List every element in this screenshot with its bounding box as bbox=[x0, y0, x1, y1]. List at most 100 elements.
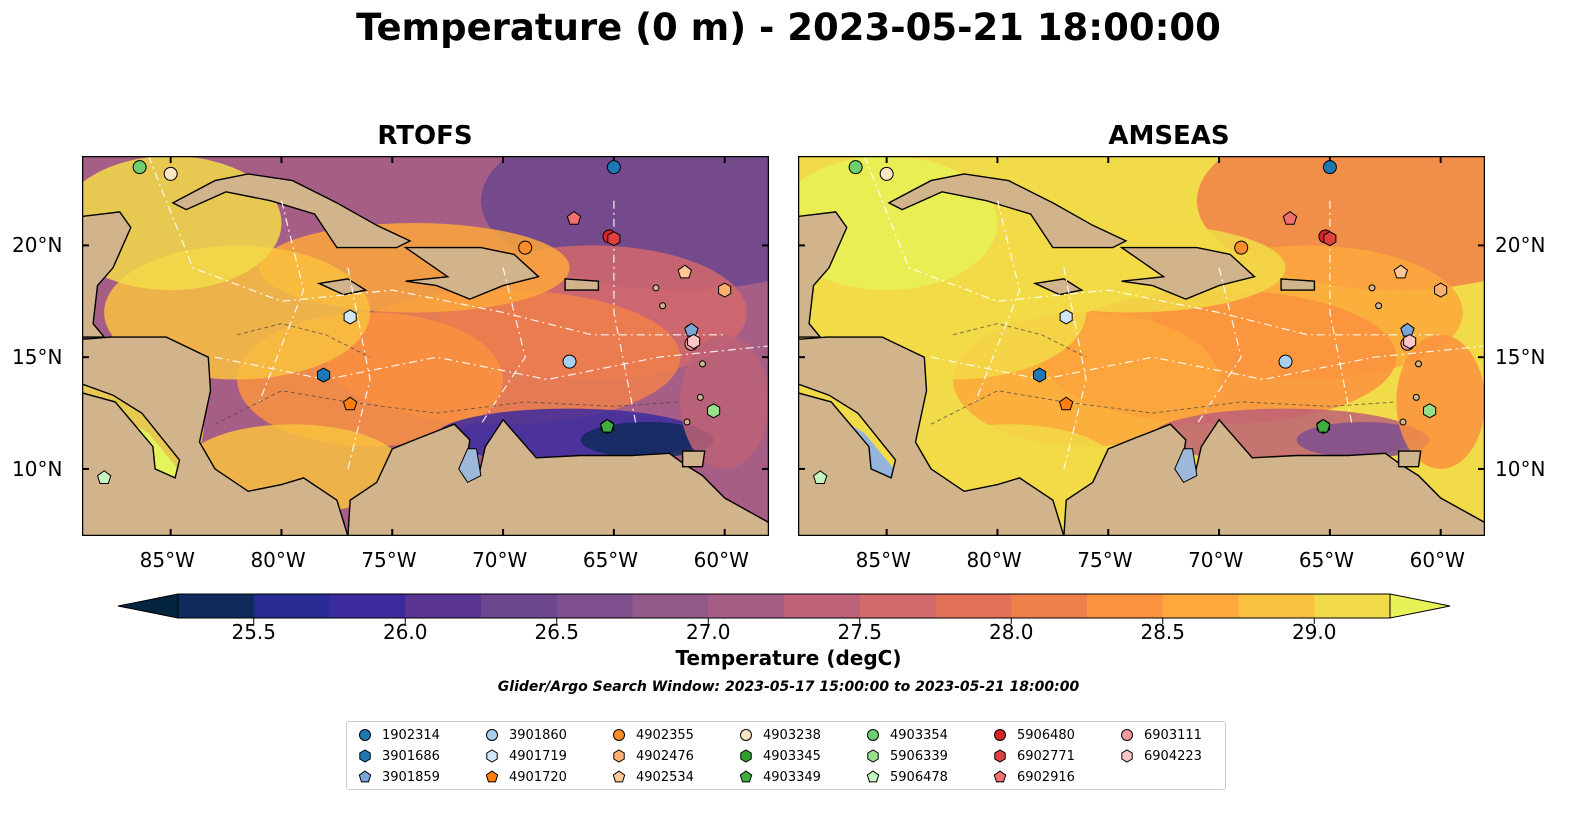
colorbar-tick: 28.5 bbox=[1140, 620, 1186, 644]
colorbar-tick: 25.5 bbox=[231, 620, 277, 644]
legend-label: 6902916 bbox=[1017, 769, 1075, 785]
legend-item: 4903354 bbox=[865, 725, 948, 745]
float-marker-4902476[interactable] bbox=[718, 282, 732, 298]
float-marker-4901720[interactable] bbox=[1058, 396, 1074, 411]
colorbar-tick: 26.5 bbox=[534, 620, 580, 644]
colorbar-tick: 27.0 bbox=[685, 620, 731, 644]
lat-tick-label: 20°N bbox=[1495, 233, 1546, 258]
float-marker-5906339[interactable] bbox=[707, 403, 721, 419]
float-marker-6902916[interactable] bbox=[566, 210, 582, 225]
panel-title-rtofs: RTOFS bbox=[377, 121, 473, 151]
lat-tick-label: 10°N bbox=[1495, 456, 1546, 481]
legend-item: 3901686 bbox=[357, 746, 440, 766]
float-marker-4903238[interactable] bbox=[879, 166, 894, 181]
legend-label: 3901859 bbox=[382, 769, 440, 785]
legend-item: 4901719 bbox=[484, 746, 567, 766]
map-amseas[interactable] bbox=[798, 156, 1485, 536]
float-marker-4902534[interactable] bbox=[1393, 264, 1408, 279]
legend-item: 6904223 bbox=[1119, 746, 1202, 766]
legend-item: 4901720 bbox=[484, 767, 567, 787]
legend-marker-icon bbox=[866, 770, 880, 783]
legend-item: 4903349 bbox=[738, 767, 821, 787]
float-marker-4902476[interactable] bbox=[1434, 282, 1448, 298]
float-marker-1902314[interactable] bbox=[606, 160, 621, 175]
float-marker-5906339[interactable] bbox=[1423, 403, 1437, 419]
legend-item: 4902476 bbox=[611, 746, 694, 766]
float-marker-4902355[interactable] bbox=[1234, 240, 1249, 255]
float-marker-5906478[interactable] bbox=[96, 470, 112, 484]
colorbar-tick: 27.5 bbox=[837, 620, 883, 644]
float-marker-4903238[interactable] bbox=[163, 166, 178, 181]
legend-item: 4902534 bbox=[611, 767, 694, 787]
lat-tick-label: 15°N bbox=[1495, 345, 1546, 370]
legend-item: 5906480 bbox=[992, 725, 1075, 745]
float-marker-3901860[interactable] bbox=[562, 354, 577, 369]
legend-marker-icon bbox=[486, 749, 498, 763]
legend-label: 4903354 bbox=[890, 727, 948, 743]
search-window-caption: Glider/Argo Search Window: 2023-05-17 15… bbox=[497, 679, 1080, 695]
float-marker-3901686[interactable] bbox=[1033, 367, 1047, 383]
float-marker-6904223[interactable] bbox=[1403, 333, 1417, 350]
float-marker-4903349[interactable] bbox=[600, 418, 615, 433]
main-title: Temperature (0 m) - 2023-05-21 18:00:00 bbox=[356, 6, 1221, 49]
lon-tick-label: 65°W bbox=[582, 548, 639, 572]
float-marker-4902534[interactable] bbox=[677, 264, 692, 279]
legend: 1902314 3901686 3901859 3901860 4901719 49017… bbox=[346, 721, 1226, 790]
legend-item: 3901860 bbox=[484, 725, 567, 745]
float-marker-4903349[interactable] bbox=[1316, 418, 1331, 433]
float-marker-4903354[interactable] bbox=[848, 160, 863, 175]
legend-label: 4903238 bbox=[763, 727, 821, 743]
legend-item: 3901859 bbox=[357, 767, 440, 787]
legend-marker-icon bbox=[867, 749, 879, 763]
legend-marker-icon bbox=[993, 770, 1007, 783]
float-marker-3901686[interactable] bbox=[317, 367, 331, 383]
float-marker-4902355[interactable] bbox=[518, 240, 533, 255]
float-marker-4901719[interactable] bbox=[343, 309, 357, 325]
legend-marker-icon bbox=[485, 770, 499, 783]
legend-label: 3901860 bbox=[509, 727, 567, 743]
float-marker-1902314[interactable] bbox=[1322, 160, 1337, 175]
lon-tick-label: 85°W bbox=[855, 548, 911, 572]
legend-label: 4903345 bbox=[763, 748, 821, 764]
legend-label: 6903111 bbox=[1144, 727, 1202, 743]
legend-marker-icon bbox=[994, 749, 1006, 763]
float-marker-4901719[interactable] bbox=[1059, 309, 1073, 325]
legend-label: 4902476 bbox=[636, 748, 694, 764]
legend-marker-icon bbox=[359, 729, 371, 741]
colorbar-tick: 28.0 bbox=[988, 620, 1034, 644]
float-marker-3901860[interactable] bbox=[1278, 354, 1293, 369]
float-marker-5906478[interactable] bbox=[812, 470, 828, 484]
legend-label: 5906478 bbox=[890, 769, 948, 785]
legend-label: 4901719 bbox=[509, 748, 567, 764]
legend-marker-icon bbox=[740, 749, 752, 763]
lon-tick-label: 80°W bbox=[250, 548, 306, 572]
legend-marker-icon bbox=[1121, 749, 1133, 763]
float-marker-6902771[interactable] bbox=[607, 231, 621, 247]
legend-marker-icon bbox=[740, 729, 752, 741]
lon-tick-label: 60°W bbox=[693, 548, 749, 572]
float-marker-6902916[interactable] bbox=[1282, 210, 1298, 225]
legend-marker-icon bbox=[613, 749, 625, 763]
legend-label: 6904223 bbox=[1144, 748, 1202, 764]
colorbar-tick: 26.0 bbox=[382, 620, 428, 644]
map-rtofs[interactable] bbox=[82, 156, 769, 536]
float-marker-6904223[interactable] bbox=[687, 333, 701, 350]
legend-label: 4902534 bbox=[636, 769, 694, 785]
lon-tick-label: 65°W bbox=[1298, 548, 1355, 572]
legend-item: 6902771 bbox=[992, 746, 1075, 766]
legend-label: 4902355 bbox=[636, 727, 694, 743]
float-marker-4901720[interactable] bbox=[342, 396, 358, 411]
lon-tick-label: 60°W bbox=[1409, 548, 1465, 572]
legend-item: 4902355 bbox=[611, 725, 694, 745]
lon-tick-label: 70°W bbox=[472, 548, 528, 572]
legend-item: 5906339 bbox=[865, 746, 948, 766]
legend-marker-icon bbox=[486, 729, 498, 741]
float-marker-6902771[interactable] bbox=[1323, 231, 1337, 247]
colorbar bbox=[117, 593, 1451, 624]
lon-tick-label: 85°W bbox=[139, 548, 195, 572]
legend-label: 1902314 bbox=[382, 727, 440, 743]
legend-label: 6902771 bbox=[1017, 748, 1075, 764]
legend-label: 4901720 bbox=[509, 769, 567, 785]
float-marker-4903354[interactable] bbox=[132, 160, 147, 175]
legend-marker-icon bbox=[739, 770, 753, 783]
